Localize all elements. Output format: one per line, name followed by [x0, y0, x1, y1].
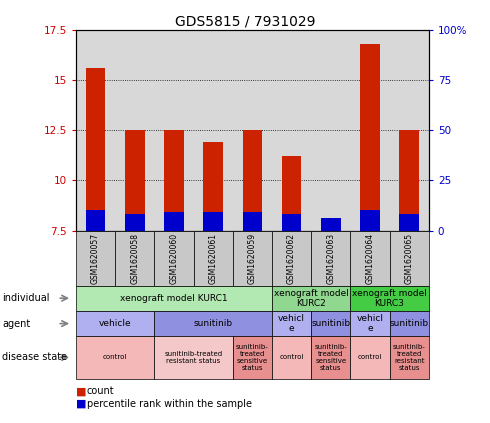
- Text: percentile rank within the sample: percentile rank within the sample: [87, 399, 252, 409]
- Text: sunitinib: sunitinib: [194, 319, 233, 328]
- Text: count: count: [87, 386, 114, 396]
- Text: vehicle: vehicle: [99, 319, 131, 328]
- Text: vehicl
e: vehicl e: [278, 314, 305, 333]
- Text: control: control: [103, 354, 127, 360]
- Text: GSM1620063: GSM1620063: [326, 233, 335, 283]
- Text: GSM1620062: GSM1620062: [287, 233, 296, 283]
- Bar: [86, 68, 105, 231]
- Text: control: control: [279, 354, 304, 360]
- Text: sunitinib: sunitinib: [390, 319, 429, 328]
- Bar: [360, 211, 380, 231]
- Bar: [321, 225, 341, 231]
- Text: control: control: [358, 354, 382, 360]
- Text: individual: individual: [2, 293, 50, 303]
- Bar: [86, 211, 105, 231]
- Bar: [243, 212, 262, 231]
- Text: xenograft model
KURC3: xenograft model KURC3: [352, 288, 427, 308]
- Text: GSM1620061: GSM1620061: [209, 233, 218, 283]
- Bar: [282, 156, 301, 231]
- Text: agent: agent: [2, 319, 31, 329]
- Text: sunitinib-
treated
sensitive
status: sunitinib- treated sensitive status: [315, 344, 347, 371]
- Text: GSM1620060: GSM1620060: [170, 233, 178, 283]
- Text: GSM1620059: GSM1620059: [248, 233, 257, 283]
- Text: sunitinib-
treated
resistant
status: sunitinib- treated resistant status: [393, 344, 425, 371]
- Text: sunitinib-
treated
sensitive
status: sunitinib- treated sensitive status: [236, 344, 269, 371]
- Text: GSM1620057: GSM1620057: [91, 233, 100, 283]
- Text: ■: ■: [76, 399, 86, 409]
- Text: GSM1620064: GSM1620064: [366, 233, 374, 283]
- Text: GSM1620065: GSM1620065: [405, 233, 414, 283]
- Bar: [203, 212, 223, 231]
- Bar: [282, 214, 301, 231]
- Text: xenograft model KURC1: xenograft model KURC1: [120, 294, 228, 303]
- Bar: [203, 142, 223, 231]
- Bar: [399, 214, 419, 231]
- Text: vehicl
e: vehicl e: [356, 314, 384, 333]
- Bar: [360, 44, 380, 231]
- Text: sunitinib-treated
resistant status: sunitinib-treated resistant status: [165, 351, 222, 364]
- Bar: [164, 130, 184, 231]
- Text: GDS5815 / 7931029: GDS5815 / 7931029: [175, 15, 315, 29]
- Text: disease state: disease state: [2, 352, 68, 363]
- Bar: [164, 212, 184, 231]
- Text: xenograft model
KURC2: xenograft model KURC2: [274, 288, 348, 308]
- Bar: [399, 130, 419, 231]
- Text: sunitinib: sunitinib: [311, 319, 350, 328]
- Bar: [243, 130, 262, 231]
- Text: ■: ■: [76, 386, 86, 396]
- Text: GSM1620058: GSM1620058: [130, 233, 139, 283]
- Bar: [321, 219, 341, 231]
- Bar: [125, 214, 145, 231]
- Bar: [125, 130, 145, 231]
